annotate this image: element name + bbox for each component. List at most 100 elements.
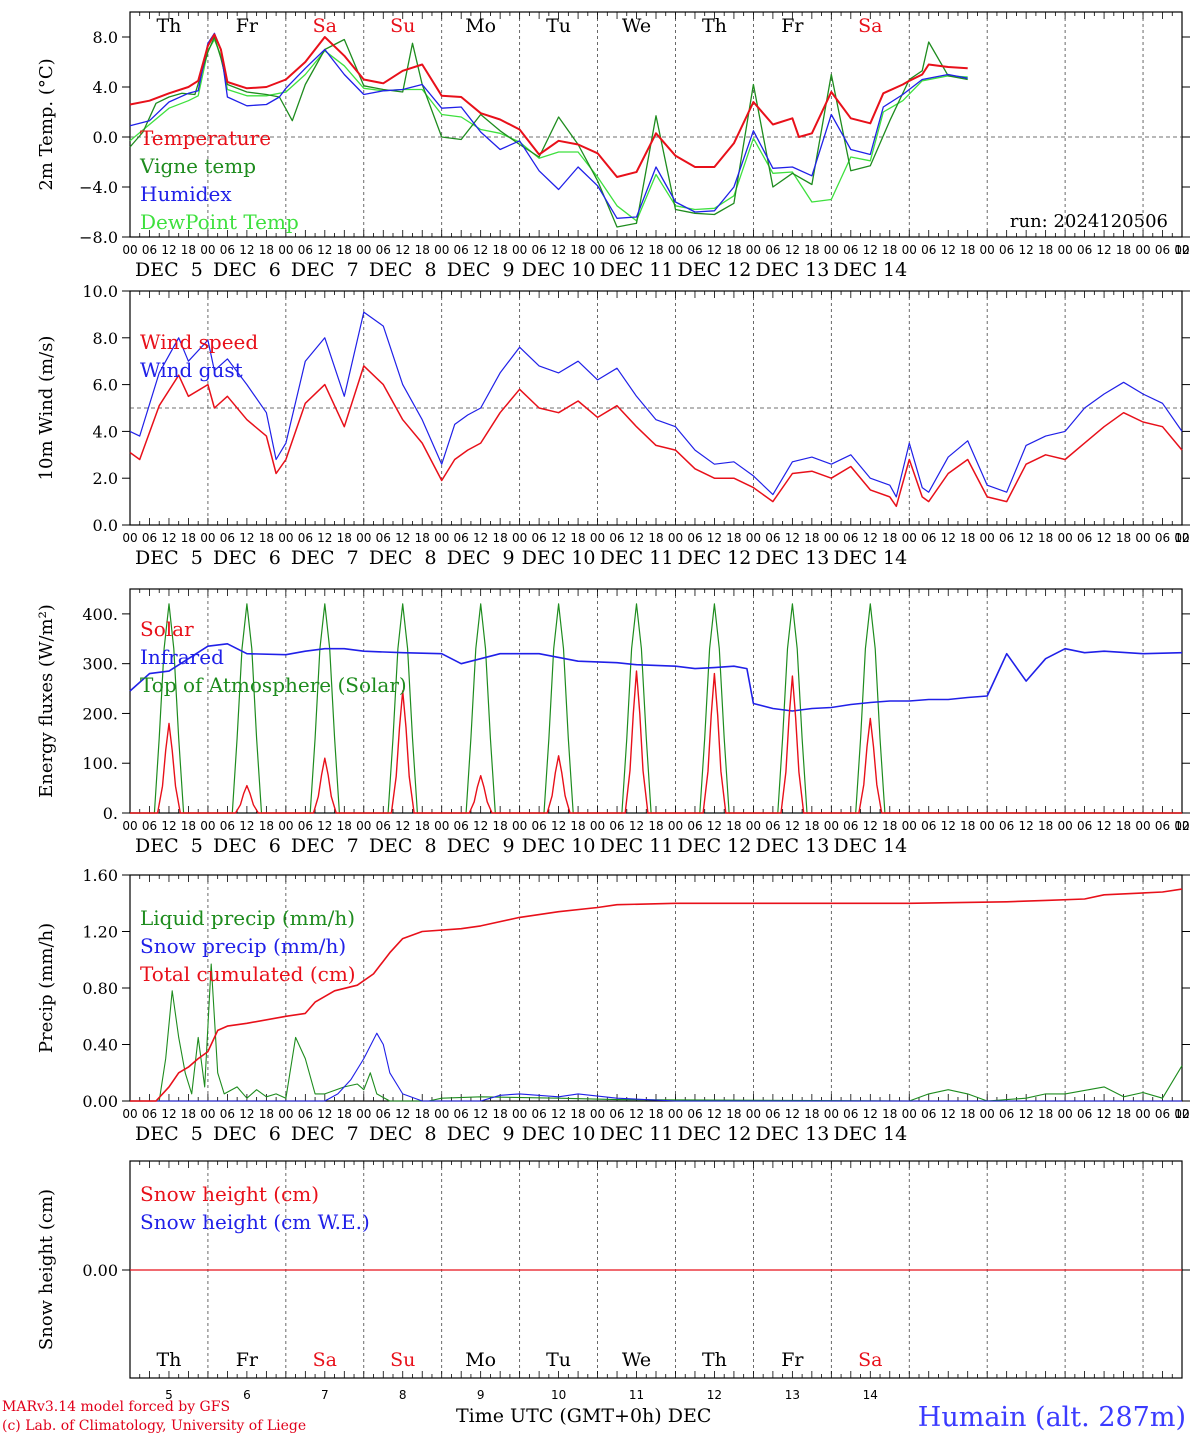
hour-tick-label: 00: [590, 1107, 605, 1121]
hour-tick-label: 12: [239, 819, 254, 833]
y-tick-label: 2.0: [93, 469, 118, 488]
hour-tick-label: 12: [1096, 531, 1111, 545]
y-tick-label: 0.0: [93, 128, 118, 147]
hour-tick-label: 12: [707, 1107, 722, 1121]
series-top-of-atmosphere: [130, 603, 1182, 814]
hour-tick-label: 00: [1057, 1107, 1072, 1121]
date-label: DEC 13: [755, 835, 829, 857]
hour-tick-label: 12: [551, 531, 566, 545]
hour-tick-label: 06: [298, 243, 313, 257]
hour-tick-label: 18: [648, 819, 663, 833]
hour-tick-label: 00: [278, 531, 293, 545]
weekday-label: Mo: [465, 15, 496, 37]
hour-tick-label: 12: [395, 1107, 410, 1121]
hour-tick-label: 12: [941, 819, 956, 833]
date-label: DEC 8: [369, 547, 437, 569]
hour-tick-label: 00: [746, 243, 761, 257]
series-solar: [130, 670, 1182, 814]
hour-tick-label: 06: [843, 243, 858, 257]
hour-tick-label: 00: [980, 1107, 995, 1121]
hour-tick-label: 18: [726, 243, 741, 257]
hour-tick-label: 00: [434, 819, 449, 833]
hour-tick-label: 00: [434, 243, 449, 257]
y-tick-label: 10.0: [82, 282, 118, 301]
hour-tick-label: 18: [960, 1107, 975, 1121]
day-number-label: 12: [707, 1388, 722, 1402]
day-number-label: 10: [551, 1388, 566, 1402]
hour-tick-label: 12: [473, 531, 488, 545]
hour-tick-label: 18: [415, 819, 430, 833]
hour-tick-label: 12: [395, 243, 410, 257]
hour-tick-label: 00: [122, 1107, 137, 1121]
hour-tick-label: 06: [999, 1107, 1014, 1121]
legend-red: Wind speed: [140, 330, 258, 354]
series-snow-precip: [130, 1032, 1182, 1102]
hour-tick-label: 06: [531, 819, 546, 833]
hour-tick-label: 12: [629, 531, 644, 545]
date-label: DEC 9: [447, 835, 515, 857]
hour-tick-label: 18: [337, 531, 352, 545]
weekday-label: Th: [702, 15, 727, 37]
date-label: DEC 9: [447, 1123, 515, 1145]
date-label: DEC 10: [522, 259, 596, 281]
hour-tick-label: 12: [317, 819, 332, 833]
series-total-cumulated: [130, 888, 1183, 1102]
weekday-label: Su: [390, 15, 415, 37]
hour-tick-label: 12: [395, 531, 410, 545]
hour-tick-label: 00: [902, 531, 917, 545]
hour-tick-label: 12: [239, 1107, 254, 1121]
date-label: DEC 6: [213, 835, 281, 857]
weekday-label: Sa: [858, 1349, 882, 1371]
hour-tick-label: 12: [1096, 243, 1111, 257]
y-axis-label-snow: Snow height (cm): [36, 1189, 57, 1350]
hour-tick-label: 06: [376, 1107, 391, 1121]
hour-tick-label: 18: [570, 1107, 585, 1121]
hour-tick-label: 06: [376, 531, 391, 545]
day-number-label: 11: [629, 1388, 644, 1402]
hour-tick-label: 12: [707, 819, 722, 833]
hour-tick-label: 12: [551, 243, 566, 257]
hour-tick-label: 00: [278, 819, 293, 833]
y-tick-label: 1.60: [82, 866, 118, 885]
hour-tick-label: 18: [804, 243, 819, 257]
hour-tick-label: 18: [570, 819, 585, 833]
hour-tick-label: 12: [707, 531, 722, 545]
series-humidex: [129, 32, 968, 219]
hour-tick-label: 18: [259, 1107, 274, 1121]
date-label: DEC 12: [678, 835, 752, 857]
date-label: DEC 10: [522, 1123, 596, 1145]
day-number-label: 5: [165, 1388, 173, 1402]
weekday-label: Sa: [313, 15, 337, 37]
hour-tick-label: 12: [1096, 1107, 1111, 1121]
hour-tick-label: 12: [629, 243, 644, 257]
hour-tick-label: 12: [1019, 243, 1034, 257]
hour-tick-label: 12: [863, 531, 878, 545]
series-liquid-precip: [130, 963, 1183, 1102]
weekday-label: Tu: [546, 1349, 571, 1371]
station-name: Humain (alt. 287m): [917, 1402, 1186, 1433]
hour-tick-label: 00: [512, 531, 527, 545]
hour-tick-label: 00: [200, 243, 215, 257]
hour-tick-label: 12: [1174, 243, 1189, 257]
hour-tick-label: 06: [921, 819, 936, 833]
y-tick-label: 100.: [82, 754, 118, 773]
hour-tick-label: 18: [804, 531, 819, 545]
y-axis-label-precip: Precip (mm/h): [36, 923, 57, 1053]
weekday-label: Fr: [781, 1349, 804, 1371]
hour-tick-label: 06: [687, 531, 702, 545]
hour-tick-label: 12: [239, 531, 254, 545]
y-axis-label-temperature: 2m Temp. (°C): [36, 58, 57, 190]
date-label: DEC 11: [600, 259, 674, 281]
hour-tick-label: 00: [902, 819, 917, 833]
hour-tick-label: 18: [726, 1107, 741, 1121]
hour-tick-label: 18: [804, 819, 819, 833]
hour-tick-label: 18: [804, 1107, 819, 1121]
hour-tick-label: 00: [200, 1107, 215, 1121]
date-label: DEC 11: [600, 547, 674, 569]
y-tick-label: 0.: [103, 804, 118, 823]
hour-tick-label: 06: [220, 1107, 235, 1121]
legend-red: Snow height (cm): [140, 1182, 319, 1206]
hour-tick-label: 06: [765, 531, 780, 545]
model-credits: MARv3.14 model forced by GFS (c) Lab. of…: [2, 1398, 306, 1436]
hour-tick-label: 06: [531, 1107, 546, 1121]
